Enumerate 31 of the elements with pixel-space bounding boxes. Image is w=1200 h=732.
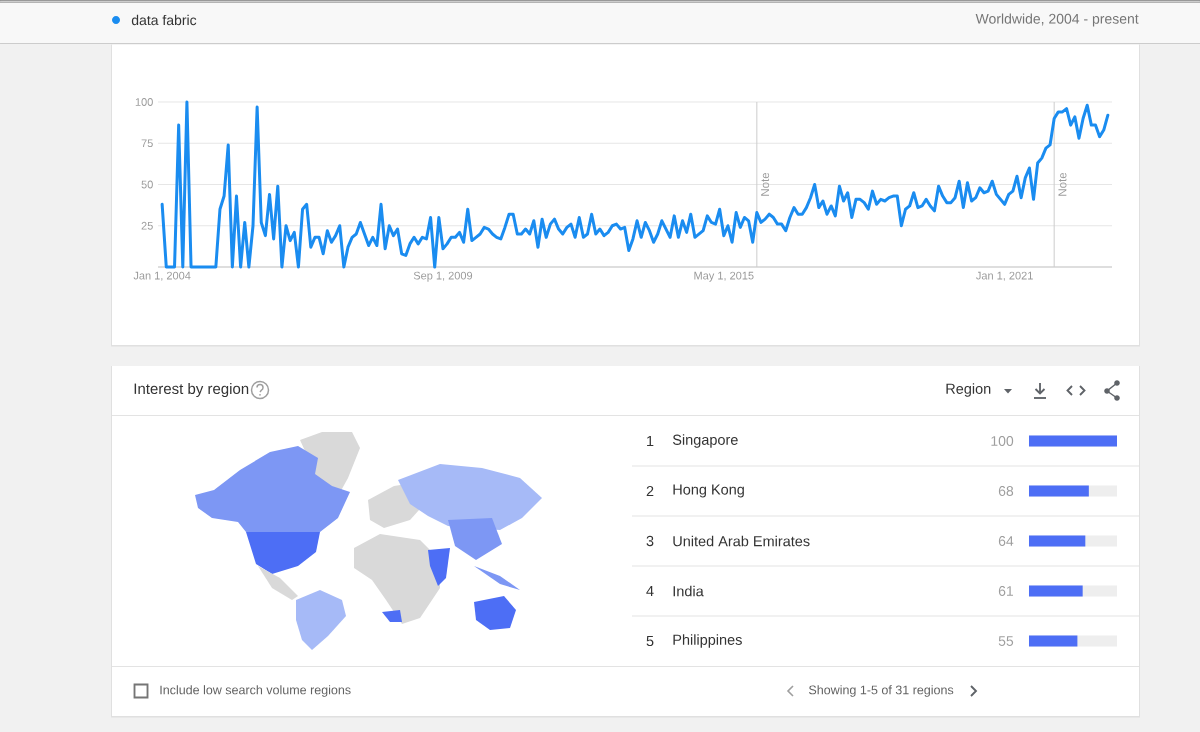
text: Region — [946, 383, 991, 397]
y-tick-label: 25 — [141, 221, 153, 230]
text: Showing 1-5 of 31 regions — [808, 685, 954, 697]
ref-line-label: Note — [761, 172, 770, 196]
data-label: 61 — [998, 586, 1014, 596]
x-tick-label: Jan 1, 2004 — [133, 271, 191, 281]
text: 4 — [646, 586, 654, 596]
data-label: 100 — [991, 436, 1014, 446]
text: Worldwide, 2004 - present — [975, 13, 1139, 27]
y-tick-label: 50 — [141, 180, 153, 189]
text: 2 — [646, 485, 654, 497]
y-tick-label: 100 — [135, 98, 153, 106]
y-tick-label: 75 — [141, 139, 153, 148]
y-tick-label: India — [673, 585, 704, 597]
text: 3 — [646, 535, 654, 547]
legend-label: data fabric — [131, 14, 197, 26]
text: Interest by region — [134, 383, 249, 397]
data-label: 68 — [998, 486, 1014, 496]
ref-line-label: Note — [1058, 172, 1067, 196]
y-tick-label: Philippines — [673, 634, 742, 648]
y-tick-label: Singapore — [672, 434, 738, 448]
text: 5 — [646, 635, 654, 647]
y-tick-label: Hong Kong — [673, 484, 744, 498]
text: Include low search volume regions — [160, 685, 351, 697]
text: 1 — [647, 436, 654, 446]
data-label: 55 — [998, 636, 1014, 646]
data-label: 64 — [998, 536, 1014, 546]
x-tick-label: Jan 1, 2021 — [976, 271, 1033, 281]
y-tick-label: United Arab Emirates — [673, 535, 810, 547]
x-tick-label: May 1, 2015 — [694, 271, 754, 282]
x-tick-label: Sep 1, 2009 — [413, 271, 473, 282]
